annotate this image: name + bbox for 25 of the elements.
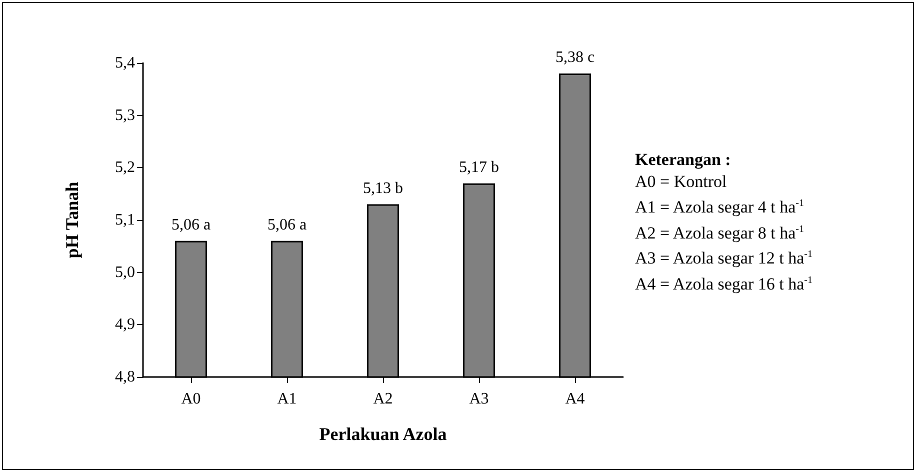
text: A1 = Azola segar 4 t ha$^{-1}$ <box>635 196 805 219</box>
data-label: 5,06 a <box>171 216 211 234</box>
x-tick-label: A0 <box>181 390 201 408</box>
x-tick-label: A4 <box>565 390 585 408</box>
x-tick-label: A3 <box>469 390 489 408</box>
text: A0 = Kontrol <box>635 171 728 193</box>
text: A4 = Azola segar 16 t ha$^{-1}$ <box>635 274 812 296</box>
y-tick-label: 5,3 <box>115 106 135 124</box>
y-tick-label: 4,9 <box>115 316 135 334</box>
y-tick-label: 5,1 <box>115 212 135 228</box>
text: A2 = Azola segar 8 t ha$^{-1}$ <box>635 222 805 244</box>
y-tick-label: 5,4 <box>115 54 135 72</box>
data-label: 5,13 b <box>363 180 403 197</box>
y-tick-label: 5,2 <box>115 159 135 176</box>
text: Keterangan : <box>635 149 732 171</box>
x-tick-label: A2 <box>373 390 393 408</box>
data-label: 5,06 a <box>267 216 307 234</box>
text: A3 = Azola segar 12 t ha$^{-1}$ <box>635 248 812 270</box>
y-tick-label: 5,0 <box>115 264 135 281</box>
x-tick-label: A1 <box>277 390 297 408</box>
x-axis-title: Perlakuan Azola <box>319 424 447 444</box>
y-axis-title: pH Tanah <box>62 182 82 258</box>
y-tick-label: 4,8 <box>115 368 135 386</box>
data-label: 5,38 c <box>555 48 595 66</box>
data-label: 5,17 b <box>459 158 499 176</box>
